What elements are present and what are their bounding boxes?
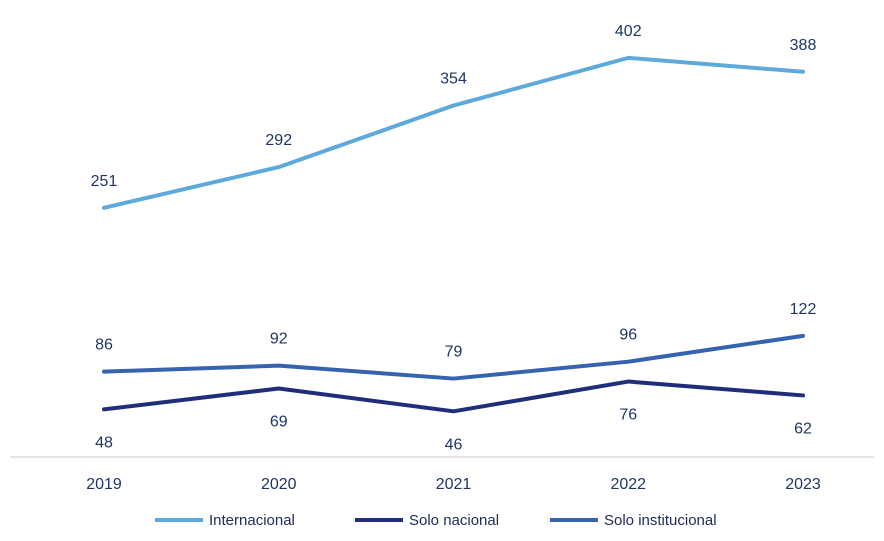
series-line-1 <box>102 379 805 414</box>
legend-label: Solo institucional <box>604 512 717 529</box>
data-label: 69 <box>270 413 288 430</box>
data-label: 388 <box>790 37 817 54</box>
data-label: 86 <box>95 337 113 354</box>
data-label: 292 <box>265 132 292 149</box>
data-label: 46 <box>445 436 463 453</box>
data-label: 48 <box>95 434 113 451</box>
x-tick-label: 2020 <box>261 476 297 493</box>
data-label: 251 <box>91 173 118 190</box>
data-label: 79 <box>445 344 463 361</box>
series-line-2 <box>102 333 805 381</box>
data-label: 92 <box>270 331 288 348</box>
x-tick-label: 2022 <box>610 476 646 493</box>
data-label: 354 <box>440 71 467 88</box>
series-line-0 <box>102 55 805 210</box>
data-label: 402 <box>615 23 642 40</box>
x-tick-label: 2023 <box>785 476 821 493</box>
data-label: 122 <box>790 301 817 318</box>
data-label: 96 <box>619 327 637 344</box>
data-label: 62 <box>794 420 812 437</box>
legend-label: Internacional <box>209 512 295 529</box>
data-label: 76 <box>619 407 637 424</box>
x-tick-label: 2019 <box>86 476 122 493</box>
legend-label: Solo nacional <box>409 512 499 529</box>
x-tick-label: 2021 <box>436 476 472 493</box>
